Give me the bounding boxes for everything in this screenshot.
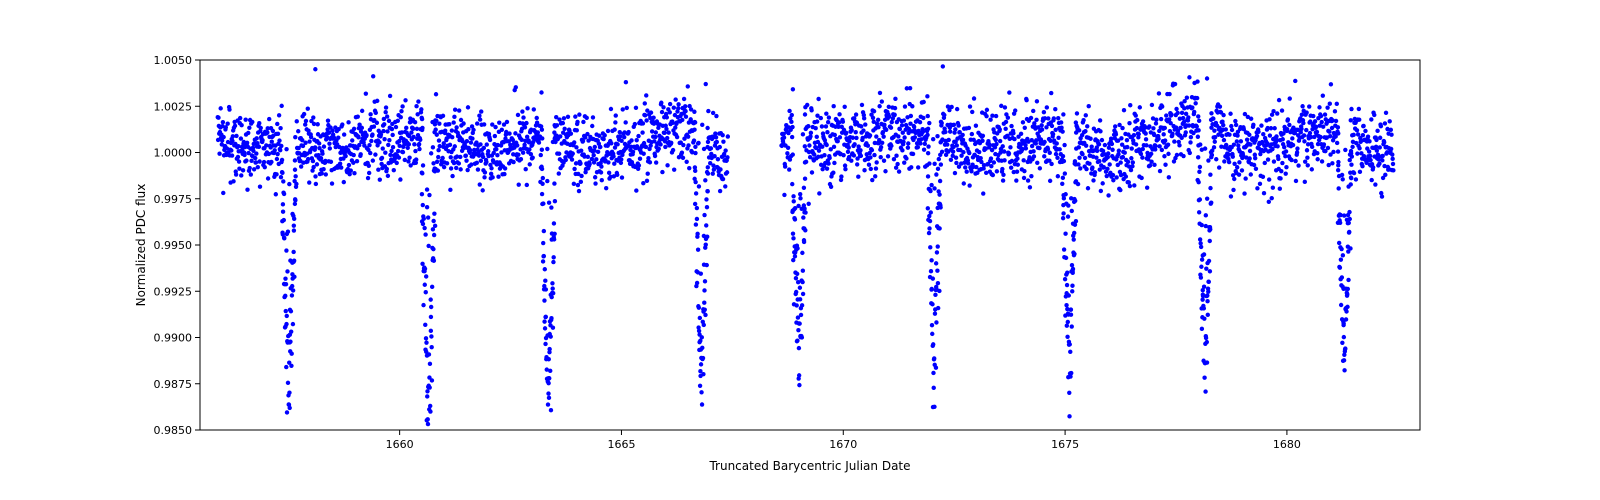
y-tick-label: 0.9925 xyxy=(154,285,193,298)
x-axis-label: Truncated Barycentric Julian Date xyxy=(708,459,910,473)
x-tick-label: 1665 xyxy=(607,438,635,451)
y-tick-label: 0.9975 xyxy=(154,193,193,206)
y-tick-label: 0.9900 xyxy=(154,332,193,345)
x-tick-label: 1675 xyxy=(1051,438,1079,451)
scatter-series xyxy=(216,64,1396,457)
x-tick-label: 1670 xyxy=(829,438,857,451)
x-tick-label: 1660 xyxy=(386,438,414,451)
y-tick-label: 1.0025 xyxy=(154,100,193,113)
plot-frame xyxy=(200,60,1420,430)
y-tick-label: 1.0050 xyxy=(154,54,193,67)
y-tick-label: 0.9950 xyxy=(154,239,193,252)
x-tick-label: 1680 xyxy=(1273,438,1301,451)
y-tick-label: 1.0000 xyxy=(154,147,193,160)
y-axis-label: Normalized PDC flux xyxy=(134,184,148,307)
y-tick-label: 0.9850 xyxy=(154,424,193,437)
y-tick-label: 0.9875 xyxy=(154,378,193,391)
lightcurve-chart: 1660 1665 1670 1675 1680 0.9850 0.9875 0.9900 0.… xyxy=(0,0,1600,500)
chart-svg: 1660 1665 1670 1675 1680 0.9850 0.9875 0.9900 0.… xyxy=(0,0,1600,500)
